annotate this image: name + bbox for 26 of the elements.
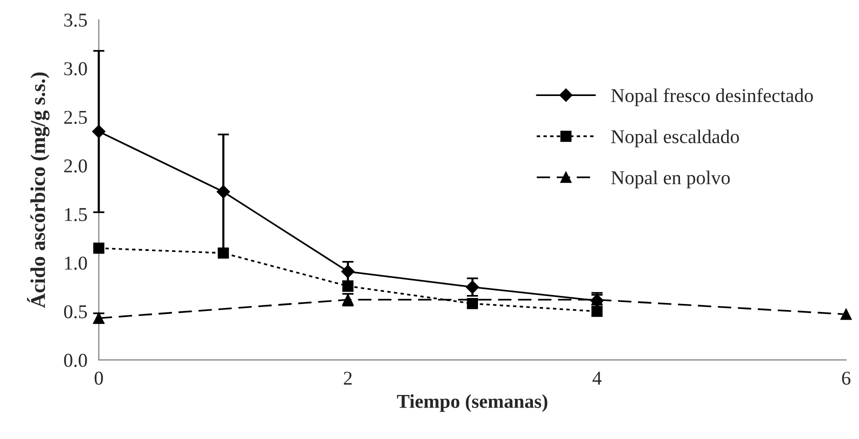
point: [92, 124, 106, 138]
y-tick-label: 0.5: [64, 305, 87, 318]
point: [216, 185, 230, 198]
x-tick-label: 2: [344, 372, 352, 385]
x-axis-title: Tiempo (semanas): [397, 394, 548, 412]
point: [840, 308, 852, 320]
point: [218, 247, 229, 259]
point: [466, 280, 480, 294]
y-tick-label: 2.0: [64, 159, 87, 173]
point: [341, 264, 354, 278]
legend-label: Nopal en polvo: [611, 170, 730, 188]
y-axis-title: Ácido ascórbico (mg/g s.s.): [27, 72, 50, 308]
x-tick-label: 6: [842, 372, 850, 385]
point: [93, 312, 104, 324]
y-tick-label: 0.0: [64, 354, 87, 368]
point: [466, 298, 478, 310]
y-tick-label: 3.5: [64, 14, 87, 27]
legend-label: Nopal escaldado: [611, 130, 739, 148]
x-tick-label: 4: [592, 372, 602, 385]
point: [93, 242, 104, 254]
y-tick-label: 3.0: [64, 62, 87, 76]
legend-label: Nopal fresco desinfectado: [611, 88, 813, 106]
y-tick-label: 2.5: [64, 110, 87, 124]
y-tick-label: 1.0: [65, 256, 87, 270]
y-tick-label: 1.5: [65, 208, 87, 222]
x-tick-label: 0: [94, 372, 103, 385]
